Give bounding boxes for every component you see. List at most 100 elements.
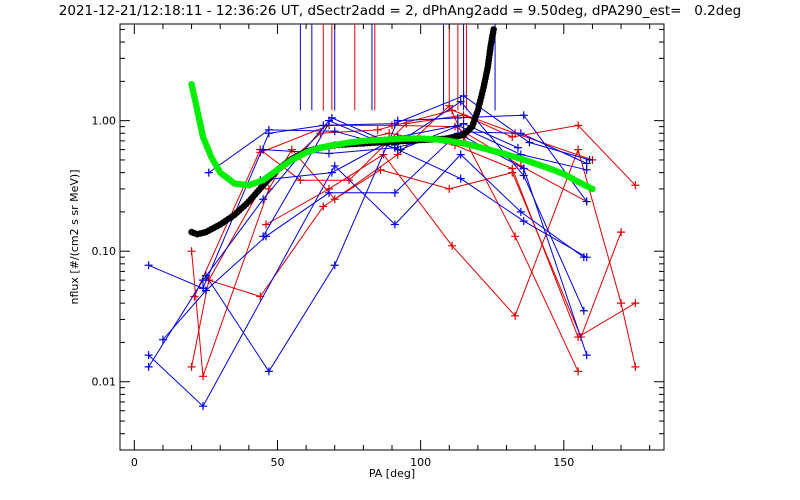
data-point: [390, 188, 399, 197]
data-point: [453, 113, 462, 122]
plot-border: [119, 23, 665, 451]
data-point: [199, 372, 208, 381]
data-point: [582, 253, 591, 262]
data-point: [330, 161, 339, 170]
data-point: [330, 261, 339, 270]
x-tick-label: 50: [270, 456, 284, 469]
y-axis-title: nflux [#/(cm2 s sr MeV)]: [68, 170, 81, 305]
series-line: [262, 100, 585, 311]
data-point: [144, 261, 153, 270]
y-tick-label: 1.00: [92, 115, 117, 128]
data-point: [158, 335, 167, 344]
data-point: [144, 362, 153, 371]
series-blue-12: [201, 111, 591, 376]
data-point: [579, 306, 588, 315]
data-point: [508, 132, 517, 141]
axes: 0 50 100 150 0.01 0.10 1.00 PA [deg] nflux [#/(c…: [68, 24, 664, 480]
series-line: [191, 104, 579, 377]
data-point: [525, 138, 534, 147]
data-point: [327, 168, 336, 177]
data-point: [264, 367, 273, 376]
data-point: [264, 125, 273, 134]
data-point: [631, 362, 640, 371]
data-point: [259, 232, 268, 241]
data-point: [456, 150, 465, 159]
data-point: [325, 188, 334, 197]
data-point: [519, 164, 528, 173]
data-point: [513, 143, 522, 152]
data-point: [402, 119, 411, 128]
data-point: [453, 121, 462, 130]
series-line: [148, 120, 587, 368]
data-point: [390, 220, 399, 229]
data-point: [319, 202, 328, 211]
data-point: [201, 271, 210, 280]
data-point: [199, 276, 208, 285]
series-line: [265, 148, 636, 368]
series-blue-7: [144, 91, 594, 293]
data-point: [262, 220, 271, 229]
data-point: [519, 111, 528, 120]
data-point: [448, 241, 457, 250]
series-line: [334, 132, 636, 338]
x-tick-label: 150: [553, 456, 574, 469]
series-line: [191, 109, 593, 367]
data-point: [631, 299, 640, 308]
data-point: [631, 181, 640, 190]
data-point: [325, 149, 334, 158]
chart-title: 2021-12-21/12:18:11 - 12:36:26 UT, dSect…: [58, 3, 742, 19]
series-red-0: [187, 101, 583, 381]
x-tick-label: 0: [131, 456, 138, 469]
data-point: [582, 165, 591, 174]
data-point: [516, 129, 525, 138]
curve-point: [589, 185, 596, 193]
x-axis-title: PA [deg]: [369, 467, 415, 480]
data-point: [456, 97, 465, 106]
data-point: [511, 232, 520, 241]
data-point: [373, 125, 382, 134]
data-point: [574, 367, 583, 376]
data-point: [259, 145, 268, 154]
data-point: [574, 145, 583, 154]
data-point: [519, 171, 528, 180]
y-tick-label: 0.01: [92, 376, 117, 389]
data-point: [508, 164, 517, 173]
data-point: [330, 127, 339, 136]
data-point: [199, 402, 208, 411]
data-point: [187, 247, 196, 256]
data-point: [519, 217, 528, 226]
data-point: [187, 362, 196, 371]
y-tick-label: 0.10: [92, 245, 117, 258]
series-blue-14: [259, 97, 588, 315]
data-point: [445, 184, 454, 193]
data-point: [445, 101, 454, 110]
data-point: [617, 228, 626, 237]
series-line: [148, 95, 590, 289]
data-point: [287, 145, 296, 154]
data-point: [456, 174, 465, 183]
plot-frame: [119, 23, 665, 451]
curve-point: [490, 26, 497, 33]
series-blue-9: [144, 116, 591, 371]
model-curves: [188, 26, 596, 238]
series-line: [260, 124, 587, 181]
series-line: [205, 114, 588, 373]
data-point: [393, 116, 402, 125]
data-point: [201, 286, 210, 295]
data-point: [204, 168, 213, 177]
series-line: [208, 169, 622, 339]
series-red-6: [330, 129, 640, 342]
data-point: [327, 113, 336, 122]
data-point: [144, 351, 153, 360]
data-point: [574, 121, 583, 130]
data-point: [376, 165, 385, 174]
data-point: [516, 207, 525, 216]
x-tick-label: 100: [410, 456, 431, 469]
data-point: [511, 311, 520, 320]
data-point: [617, 299, 626, 308]
data-point: [582, 351, 591, 360]
series-red-1: [187, 106, 597, 371]
data-point: [582, 197, 591, 206]
data-point: [459, 119, 468, 128]
